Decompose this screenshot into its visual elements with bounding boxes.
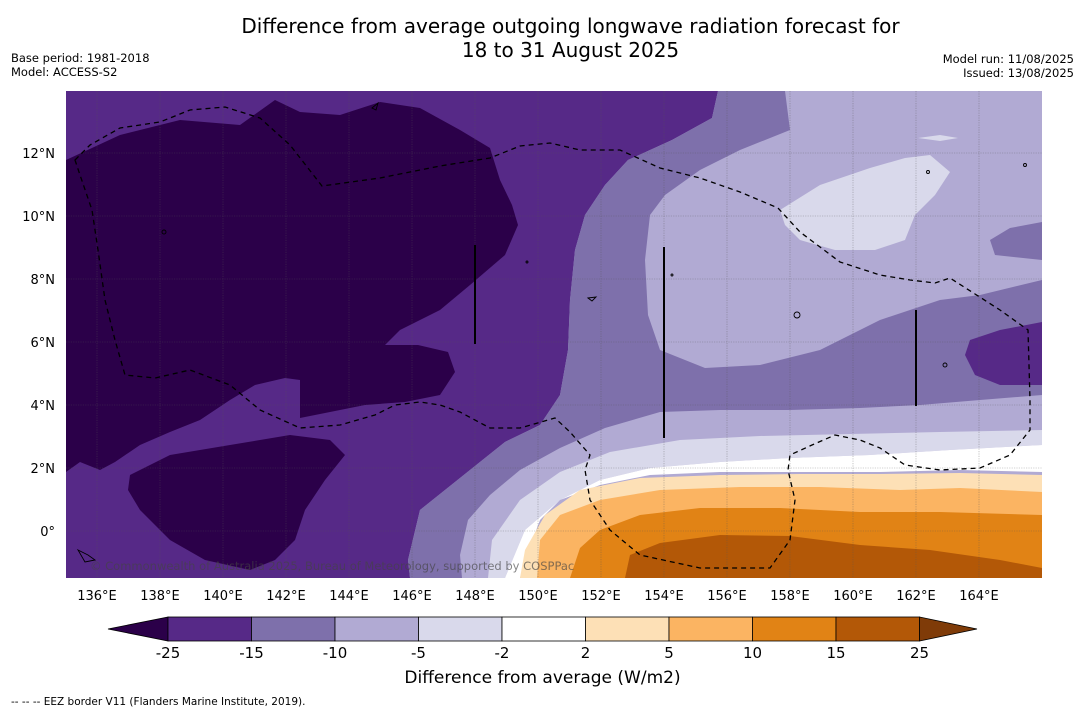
- colorbar-tick-label: -5: [411, 644, 426, 662]
- model-name: Model: ACCESS-S2: [11, 65, 118, 79]
- lon-tick-label: 158°E: [770, 589, 810, 604]
- colorbar-tick-label: -15: [239, 644, 264, 662]
- latitude-labels: 12°N 10°N 8°N 6°N 4°N 2°N 0°: [22, 147, 55, 540]
- colorbar-label: Difference from average (W/m2): [404, 668, 681, 688]
- map-title: Difference from average outgoing longwav…: [0, 14, 1085, 62]
- island-shape: [670, 273, 674, 277]
- contour-zero: [505, 445, 1042, 578]
- grid-lines: [66, 91, 1042, 578]
- longitude-labels: 136°E 138°E 140°E 142°E 144°E 146°E 148°E 150°E…: [77, 589, 999, 604]
- island-shape: [793, 311, 801, 319]
- colorbar-tick-label: -25: [156, 644, 181, 662]
- island-shape: [161, 229, 167, 235]
- meta-left: Base period: 1981-2018 Model: ACCESS-S2: [11, 51, 150, 79]
- colorbar-extend-low: [107, 616, 169, 642]
- footnote: -- -- -- EEZ border V11 (Flanders Marine…: [11, 696, 306, 708]
- colorbar-tick-label: 2: [581, 644, 591, 662]
- contour-minus2-sliver: [918, 135, 958, 141]
- title-line-1: Difference from average outgoing longwav…: [241, 14, 900, 38]
- lon-tick-label: 156°E: [707, 589, 747, 604]
- contour-minus2-band: [488, 430, 1042, 578]
- lon-tick-label: 162°E: [896, 589, 936, 604]
- contour-minus15-east: [965, 322, 1042, 385]
- island-shape: [586, 296, 598, 302]
- island-shape: [1023, 163, 1027, 167]
- colorbar: -25 -15 -10 -5 -2 2 5 10 15 25: [107, 616, 978, 662]
- colorbar-segment: [167, 616, 252, 642]
- lon-tick-label: 144°E: [329, 589, 369, 604]
- lon-tick-label: 152°E: [581, 589, 621, 604]
- lat-tick-label: 8°N: [31, 273, 56, 288]
- lat-tick-label: 0°: [40, 525, 55, 540]
- island-shape: [525, 260, 529, 264]
- contour-minus2-north: [780, 155, 950, 250]
- colorbar-tick-label: -2: [495, 644, 510, 662]
- colorbar-segment: [585, 616, 670, 642]
- issued-date: Issued: 13/08/2025: [963, 66, 1074, 80]
- model-run: Model run: 11/08/2025: [942, 52, 1074, 66]
- lon-tick-label: 148°E: [455, 589, 495, 604]
- colorbar-tick-label: 25: [910, 644, 929, 662]
- lat-tick-label: 6°N: [31, 336, 56, 351]
- colorbar-segment: [501, 616, 586, 642]
- colorbar-tick-label: 15: [826, 644, 845, 662]
- lat-tick-label: 2°N: [31, 462, 56, 477]
- lon-tick-label: 146°E: [392, 589, 432, 604]
- contour-plus15: [625, 535, 1042, 578]
- lon-tick-label: 164°E: [959, 589, 999, 604]
- colorbar-segment: [835, 616, 920, 642]
- island-shape: [926, 170, 930, 174]
- lon-tick-label: 136°E: [77, 589, 117, 604]
- colorbar-segment: [752, 616, 837, 642]
- island-shape: [942, 362, 948, 368]
- colorbar-tick-label: -10: [323, 644, 348, 662]
- boundary-segments: [474, 245, 917, 438]
- island-shape: [371, 101, 379, 111]
- contour-minus25-main: [66, 100, 518, 472]
- watermark: © Commonwealth of Australia 2025, Bureau…: [90, 559, 574, 573]
- contour-minus10-east: [990, 222, 1042, 260]
- title-line-2: 18 to 31 August 2025: [461, 38, 680, 62]
- lon-tick-label: 138°E: [140, 589, 180, 604]
- colorbar-extend-high: [919, 616, 978, 642]
- colorbar-tick-label: 5: [664, 644, 674, 662]
- lat-tick-label: 10°N: [22, 210, 55, 225]
- map-area: [66, 91, 1042, 578]
- lat-tick-label: 4°N: [31, 399, 56, 414]
- base-period: Base period: 1981-2018: [11, 51, 150, 65]
- lon-tick-label: 140°E: [203, 589, 243, 604]
- lon-tick-label: 150°E: [518, 589, 558, 604]
- colorbar-segment: [251, 616, 336, 642]
- colorbar-segment: [334, 616, 419, 642]
- contour-minus25-south: [128, 435, 345, 570]
- lon-tick-label: 142°E: [266, 589, 306, 604]
- colorbar-tick-label: 10: [743, 644, 762, 662]
- colorbar-segment: [418, 616, 503, 642]
- colorbar-segment: [668, 616, 753, 642]
- meta-right: Model run: 11/08/2025 Issued: 13/08/2025: [943, 52, 1074, 80]
- lon-tick-label: 160°E: [833, 589, 873, 604]
- islands: [76, 101, 1027, 563]
- lat-tick-label: 12°N: [22, 147, 55, 162]
- lon-tick-label: 154°E: [644, 589, 684, 604]
- island-shape: [76, 548, 97, 563]
